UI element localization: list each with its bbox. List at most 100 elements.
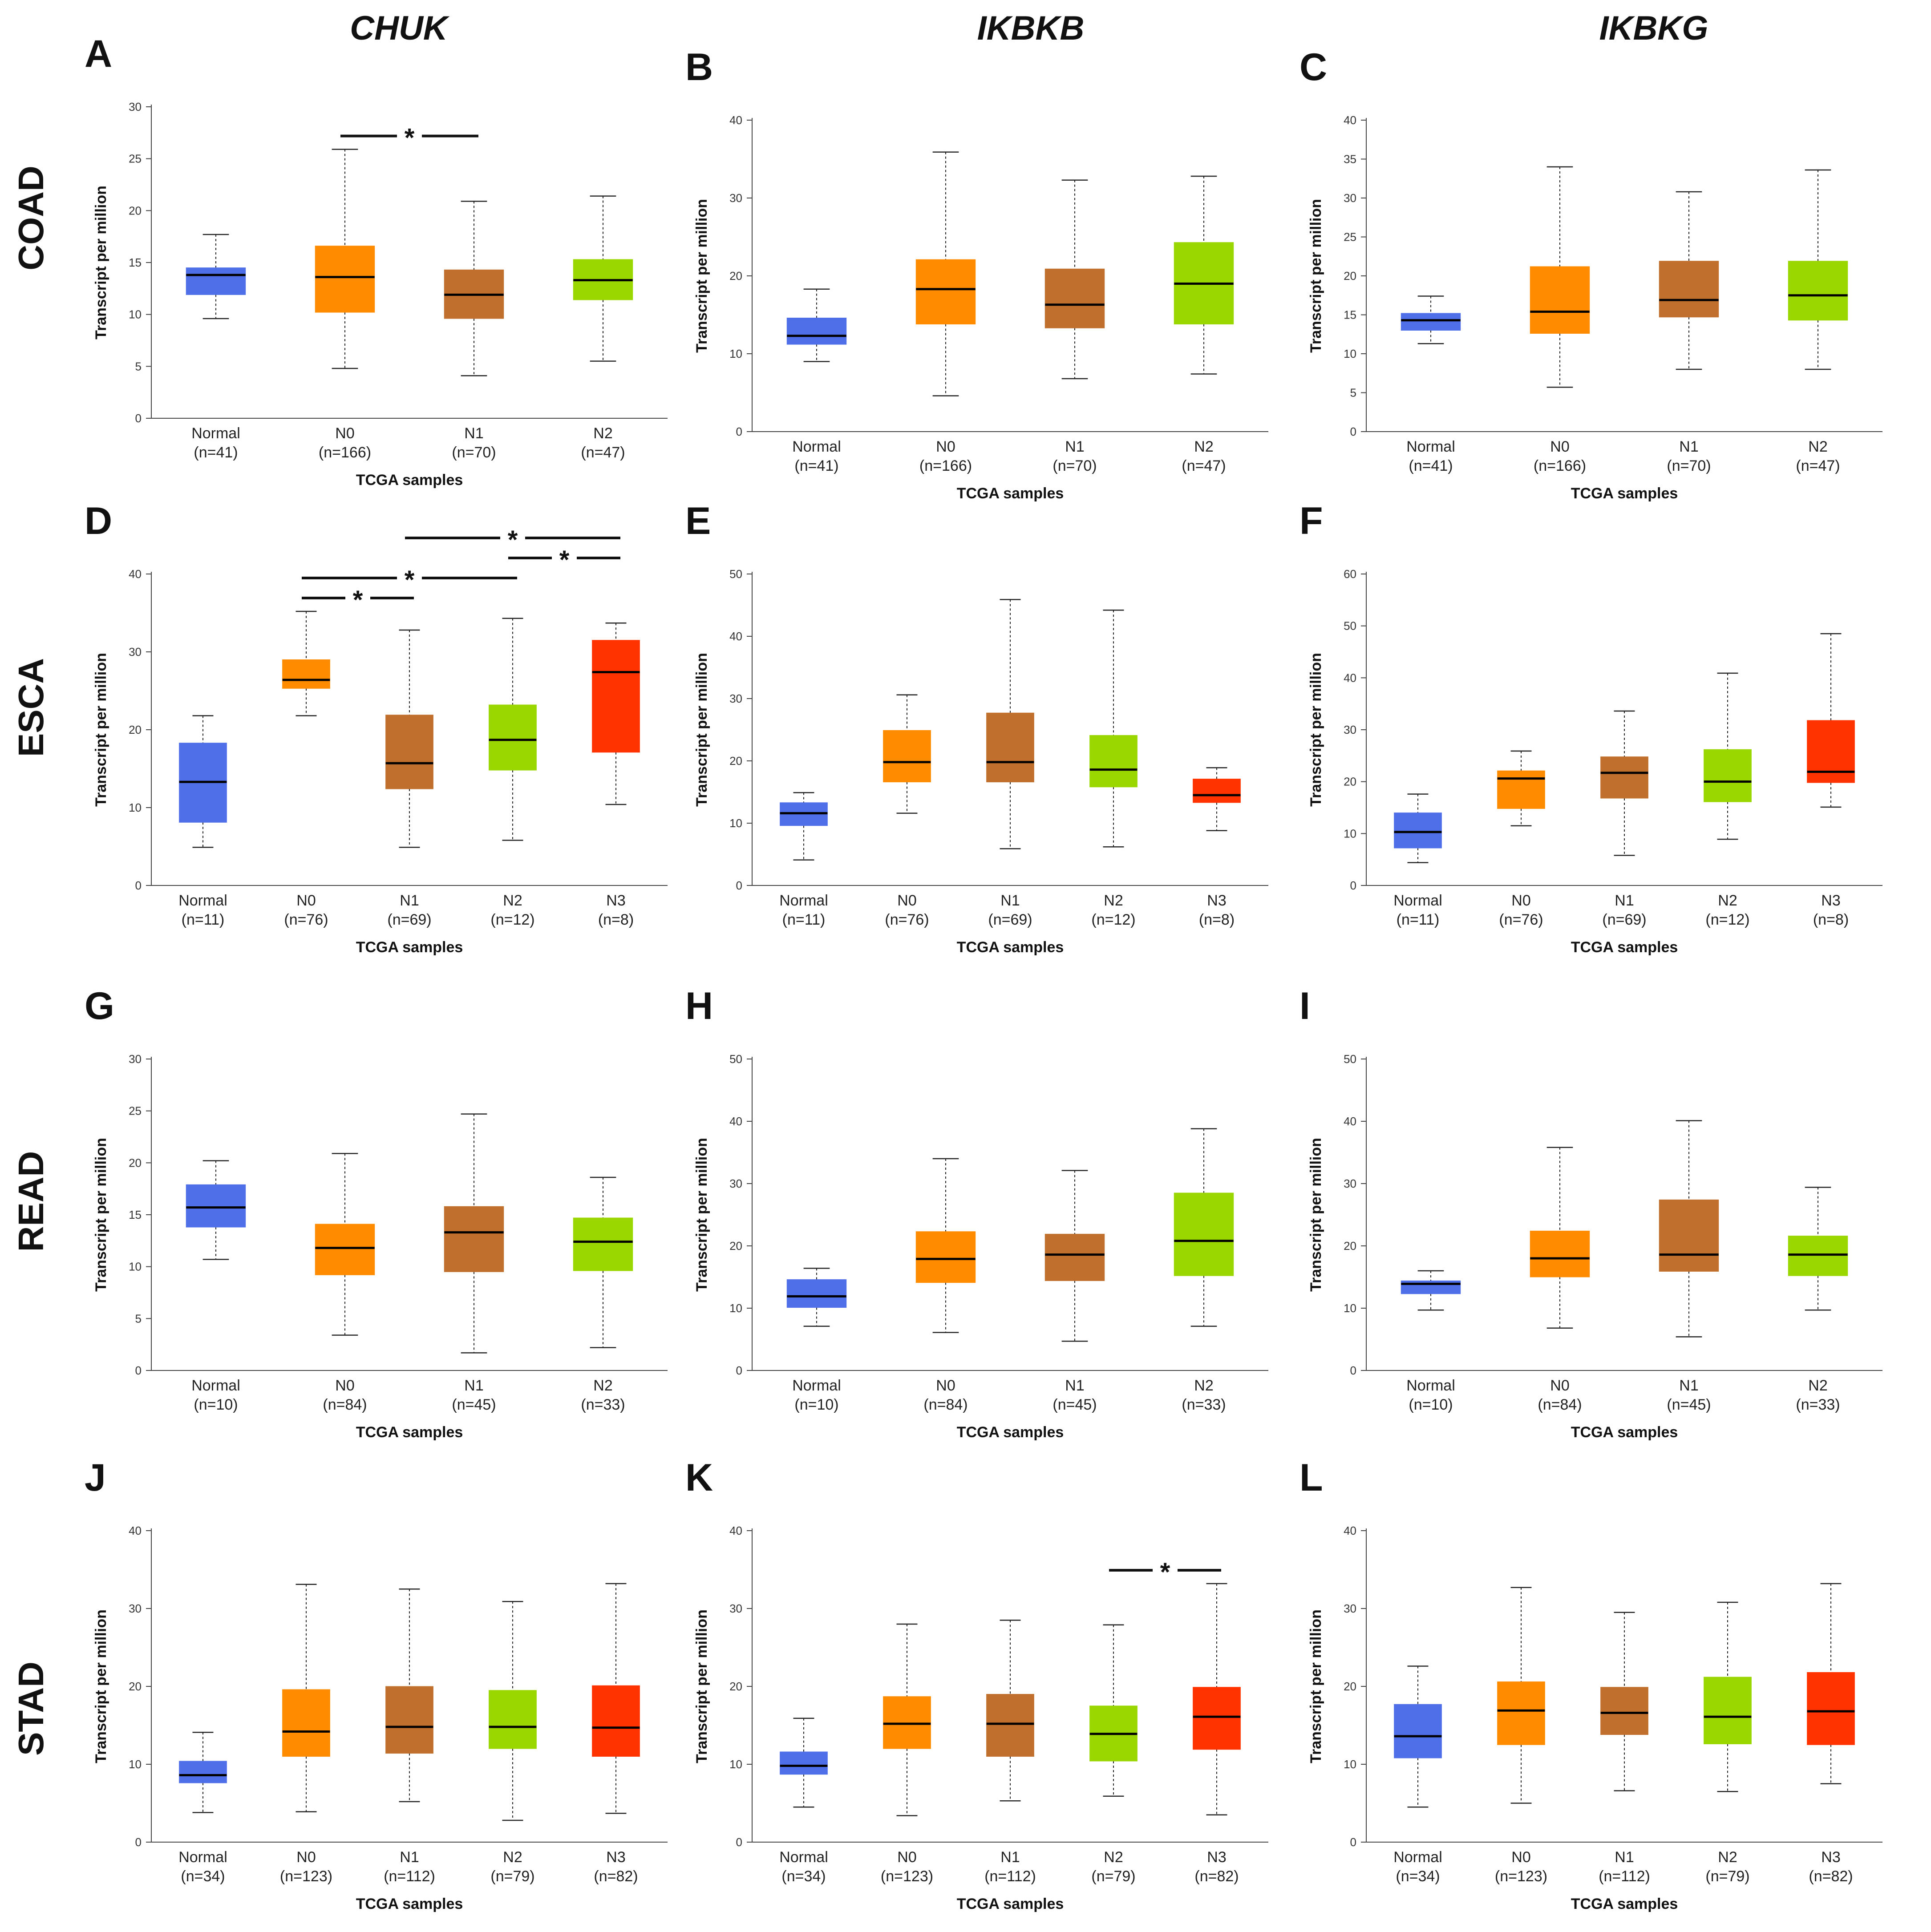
iqr-box — [444, 1206, 504, 1272]
y-tick-label: 0 — [135, 1835, 142, 1849]
x-category-label: Normal — [779, 1849, 828, 1866]
y-tick-label: 5 — [135, 360, 142, 373]
x-category-label: N3 — [606, 1849, 625, 1866]
y-tick-label: 30 — [729, 1602, 742, 1615]
y-tick-label: 0 — [736, 879, 742, 892]
x-category-label: N1 — [1000, 1849, 1020, 1866]
box-normal — [186, 234, 246, 319]
x-sample-count: (n=69) — [988, 911, 1032, 928]
chart-panel-a: A 0 5 10 15 20 25 30 Transcript per million Norma… — [76, 32, 690, 498]
column-title-ikbkg: IKBKG — [1599, 9, 1708, 47]
y-tick-label: 40 — [729, 1524, 742, 1537]
iqr-box — [282, 659, 330, 689]
y-tick-label: 25 — [129, 152, 142, 166]
iqr-box — [1394, 812, 1442, 849]
y-tick-label: 30 — [1344, 1177, 1356, 1190]
box-n3 — [1193, 1583, 1241, 1815]
iqr-box — [1401, 313, 1461, 331]
y-tick-label: 40 — [1344, 113, 1356, 127]
x-category-label: N2 — [1104, 892, 1123, 909]
box-n1 — [986, 599, 1034, 849]
y-tick-label: 10 — [1344, 1301, 1356, 1315]
box-n0 — [915, 151, 976, 396]
box-n1 — [444, 1113, 504, 1354]
y-tick-label: 25 — [129, 1104, 142, 1118]
chart-d-svg: D 0 10 20 30 40 Transcript per million Normal (n… — [85, 500, 668, 956]
x-axis-label: TCGA samples — [957, 1424, 1064, 1441]
chart-panel-k: K 0 10 20 30 40 Transcript per million Normal (n… — [676, 1456, 1291, 1922]
x-axis-label: TCGA samples — [1571, 1896, 1678, 1912]
x-category-label: N2 — [1194, 438, 1213, 455]
x-sample-count: (n=112) — [384, 1868, 435, 1885]
x-category-label: Normal — [178, 1849, 227, 1866]
x-sample-count: (n=70) — [1667, 457, 1711, 474]
y-tick-label: 10 — [129, 1758, 142, 1771]
panel-label: G — [85, 985, 114, 1027]
y-tick-label: 20 — [1344, 1239, 1356, 1253]
iqr-box — [1193, 779, 1241, 803]
box-normal — [1401, 1270, 1461, 1311]
y-tick-label: 10 — [129, 1260, 142, 1273]
chart-c-svg: C 0 5 10 15 20 25 30 35 40 Transcript per million N… — [1299, 46, 1882, 502]
iqr-box — [385, 1686, 433, 1754]
box-normal — [1394, 1665, 1442, 1808]
iqr-box — [489, 1690, 537, 1749]
x-sample-count: (n=12) — [490, 911, 534, 928]
iqr-box — [1193, 1687, 1241, 1750]
y-tick-label: 35 — [1344, 153, 1356, 166]
box-n1 — [385, 1588, 433, 1803]
panel-label: J — [85, 1456, 106, 1499]
y-tick-label: 40 — [129, 567, 142, 581]
y-tick-label: 0 — [736, 1364, 742, 1377]
box-normal — [1394, 793, 1442, 863]
chart-panel-h: H 0 10 20 30 40 50 Transcript per million Normal… — [676, 985, 1291, 1451]
iqr-box — [780, 1751, 828, 1775]
box-n2 — [489, 618, 537, 841]
chart-panel-b: B 0 10 20 30 40 Transcript per million Normal (n… — [676, 46, 1291, 512]
x-category-label: N2 — [1718, 892, 1737, 909]
iqr-box — [1530, 1230, 1590, 1277]
significance-bar: * — [405, 525, 620, 554]
x-sample-count: (n=34) — [181, 1868, 225, 1885]
x-sample-count: (n=45) — [1053, 1396, 1097, 1413]
iqr-box — [786, 1279, 847, 1308]
x-category-label: Normal — [779, 892, 828, 909]
x-axis-label: TCGA samples — [1571, 485, 1678, 502]
iqr-box — [385, 715, 433, 789]
row-label-esca: ESCA — [11, 658, 51, 757]
box-n2 — [489, 1601, 537, 1821]
y-tick-label: 30 — [729, 1177, 742, 1190]
column-title-chuk: CHUK — [350, 9, 448, 47]
x-category-label: N2 — [1808, 438, 1827, 455]
box-n2 — [573, 1176, 633, 1348]
x-axis-label: TCGA samples — [356, 1896, 463, 1912]
box-normal — [1401, 295, 1461, 344]
panel-label: L — [1299, 1456, 1323, 1499]
chart-panel-e: E 0 10 20 30 40 50 Transcript per million Normal… — [676, 500, 1291, 966]
column-title-ikbkb: IKBKB — [977, 9, 1085, 47]
box-normal — [780, 792, 828, 861]
row-label-coad: COAD — [11, 166, 51, 271]
chart-b-svg: B 0 10 20 30 40 Transcript per million Normal (n… — [685, 46, 1268, 502]
chart-h-svg: H 0 10 20 30 40 50 Transcript per million Normal… — [685, 985, 1268, 1441]
y-tick-label: 20 — [129, 723, 142, 736]
x-category-label: N0 — [936, 438, 955, 455]
x-sample-count: (n=10) — [1409, 1396, 1453, 1413]
iqr-box — [986, 1694, 1034, 1757]
x-sample-count: (n=33) — [581, 1396, 625, 1413]
x-category-label: N1 — [1679, 1377, 1698, 1394]
box-n2 — [573, 195, 633, 362]
y-tick-label: 20 — [729, 269, 742, 283]
x-category-label: N3 — [1207, 892, 1226, 909]
chart-k-svg: K 0 10 20 30 40 Transcript per million Normal (n… — [685, 1456, 1268, 1912]
y-tick-label: 50 — [729, 567, 742, 581]
box-n2 — [1089, 1624, 1138, 1797]
x-category-label: N2 — [503, 1849, 522, 1866]
y-tick-label: 15 — [1344, 308, 1356, 322]
box-normal — [780, 1718, 828, 1808]
iqr-box — [1788, 261, 1848, 321]
x-sample-count: (n=34) — [781, 1868, 826, 1885]
x-category-label: Normal — [1393, 1849, 1442, 1866]
iqr-box — [1600, 756, 1648, 799]
x-sample-count: (n=12) — [1705, 911, 1749, 928]
